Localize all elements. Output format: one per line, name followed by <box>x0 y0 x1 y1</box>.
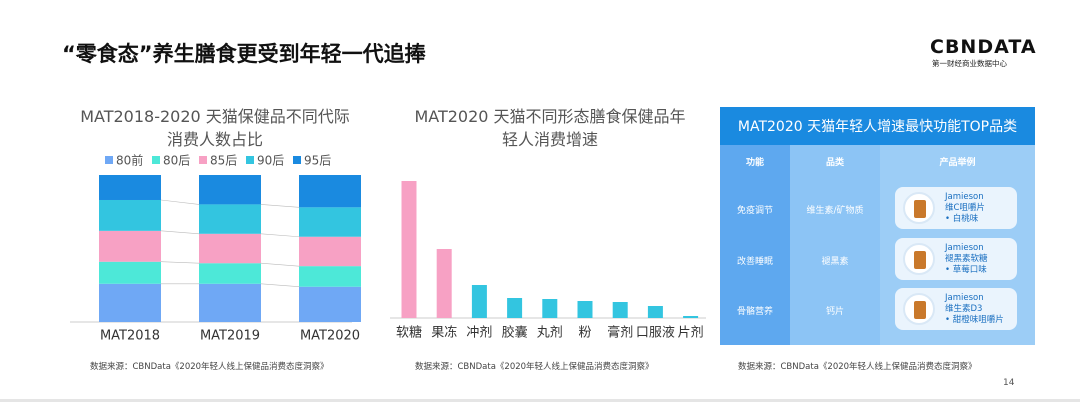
bar <box>471 285 487 318</box>
bar <box>401 181 417 318</box>
bar <box>577 301 593 318</box>
connector <box>160 199 200 205</box>
source: 数据来源：CBNData《2020年轻人线上保健品消费态度洞察》 <box>738 362 977 372</box>
connector <box>160 230 200 235</box>
legend-swatch <box>199 156 207 164</box>
x-tick-label: 膏剂 <box>607 325 633 341</box>
x-tick-label: 软糖 <box>396 325 422 341</box>
connector <box>260 233 300 238</box>
bar-segment <box>199 283 261 322</box>
table-panel: MAT2020 天猫年轻人增速最快功能TOP品类 功能 品类 产品举例 免疫调节… <box>720 107 1035 345</box>
page-number: 14 <box>1003 378 1015 388</box>
x-tick-label: 丸剂 <box>537 326 563 341</box>
column <box>790 145 880 345</box>
connector <box>260 204 300 208</box>
bar <box>542 299 558 318</box>
logo-subtitle: 第一财经商业数据中心 <box>932 59 1007 68</box>
product: 维C咀嚼片 <box>945 203 985 213</box>
cell: 钙片 <box>825 306 844 317</box>
legend-swatch <box>246 156 254 164</box>
cell: 维生素/矿物质 <box>806 205 864 216</box>
bar-segment <box>299 175 361 208</box>
brand: Jamieson <box>945 293 984 303</box>
x-tick-label: 片剂 <box>678 326 704 341</box>
cell: 改善睡眠 <box>736 256 773 267</box>
flavor: • 草莓口味 <box>945 265 987 275</box>
legend-label: 90后 <box>257 154 284 168</box>
product-card: Jamieson 维生素D3 • 甜橙味咀嚼片 <box>895 288 1017 330</box>
column <box>720 145 790 345</box>
x-tick-label: 口服液 <box>636 326 675 341</box>
bar-segment <box>299 266 361 287</box>
column-header: 品类 <box>825 157 844 168</box>
logo: CBNDATA <box>930 36 1037 58</box>
product: 维生素D3 <box>945 304 983 314</box>
legend-label: 95后 <box>304 154 331 168</box>
connector <box>160 261 200 264</box>
legend-label: 85后 <box>210 154 237 168</box>
product-icon <box>903 243 935 275</box>
legend-label: 80后 <box>163 154 190 168</box>
bar-segment <box>199 204 261 234</box>
cell: 骨骼营养 <box>736 306 773 317</box>
connector <box>260 262 300 267</box>
slide-title: “零食态”养生膳食更受到年轻一代追捧 <box>62 42 426 66</box>
bar-segment <box>199 175 261 205</box>
bar-segment <box>299 207 361 237</box>
legend-swatch <box>152 156 160 164</box>
x-tick-label: 粉 <box>578 326 591 341</box>
x-tick-label: 冲剂 <box>466 326 492 341</box>
cell: 免疫调节 <box>736 205 773 216</box>
legend-swatch <box>105 156 113 164</box>
bar-segment <box>299 286 361 322</box>
bar <box>436 249 452 318</box>
bar <box>612 302 628 318</box>
table-title: MAT2020 天猫年轻人增速最快功能TOP品类 <box>720 107 1035 145</box>
x-tick-label: MAT2018 <box>100 329 160 344</box>
product-card: Jamieson 褪黑素软糖 • 草莓口味 <box>895 238 1017 280</box>
flavor: • 白桃味 <box>945 214 979 224</box>
product-icon <box>903 293 935 325</box>
bar <box>683 316 699 318</box>
brand: Jamieson <box>945 192 984 202</box>
column-header: 功能 <box>745 157 764 168</box>
legend-swatch <box>293 156 301 164</box>
x-tick-label: MAT2019 <box>200 329 260 344</box>
column-header: 产品举例 <box>939 157 976 168</box>
cell: 褪黑素 <box>821 256 849 267</box>
x-tick-label: 胶囊 <box>502 325 528 341</box>
bar-segment <box>199 263 261 284</box>
bar-segment <box>199 233 261 264</box>
bar-segment <box>99 199 161 231</box>
legend-label: 80前 <box>116 153 143 168</box>
bar-segment <box>299 236 361 267</box>
bar-segment <box>99 230 161 262</box>
product-card: Jamieson 维C咀嚼片 • 白桃味 <box>895 187 1017 229</box>
chart-title: MAT2020 天猫不同形态膳食保健品年轻人消费增速 <box>414 107 686 149</box>
chart-title: MAT2018-2020 天猫保健品不同代际消费人数占比 <box>80 107 350 149</box>
product-icon <box>903 192 935 224</box>
bar-segment <box>99 283 161 322</box>
flavor: • 甜橙味咀嚼片 <box>945 315 1004 325</box>
bar-segment <box>99 175 161 200</box>
bar-segment <box>99 261 161 284</box>
product: 褪黑素软糖 <box>945 254 988 264</box>
bar <box>647 306 663 318</box>
connector <box>260 283 300 288</box>
source: 数据来源：CBNData《2020年轻人线上保健品消费态度洞察》 <box>90 362 329 372</box>
source: 数据来源：CBNData《2020年轻人线上保健品消费态度洞察》 <box>415 362 654 372</box>
brand: Jamieson <box>945 243 984 253</box>
x-tick-label: MAT2020 <box>300 329 360 344</box>
bar <box>507 298 523 318</box>
x-tick-label: 果冻 <box>431 325 457 341</box>
bottom-rule <box>0 399 1080 402</box>
